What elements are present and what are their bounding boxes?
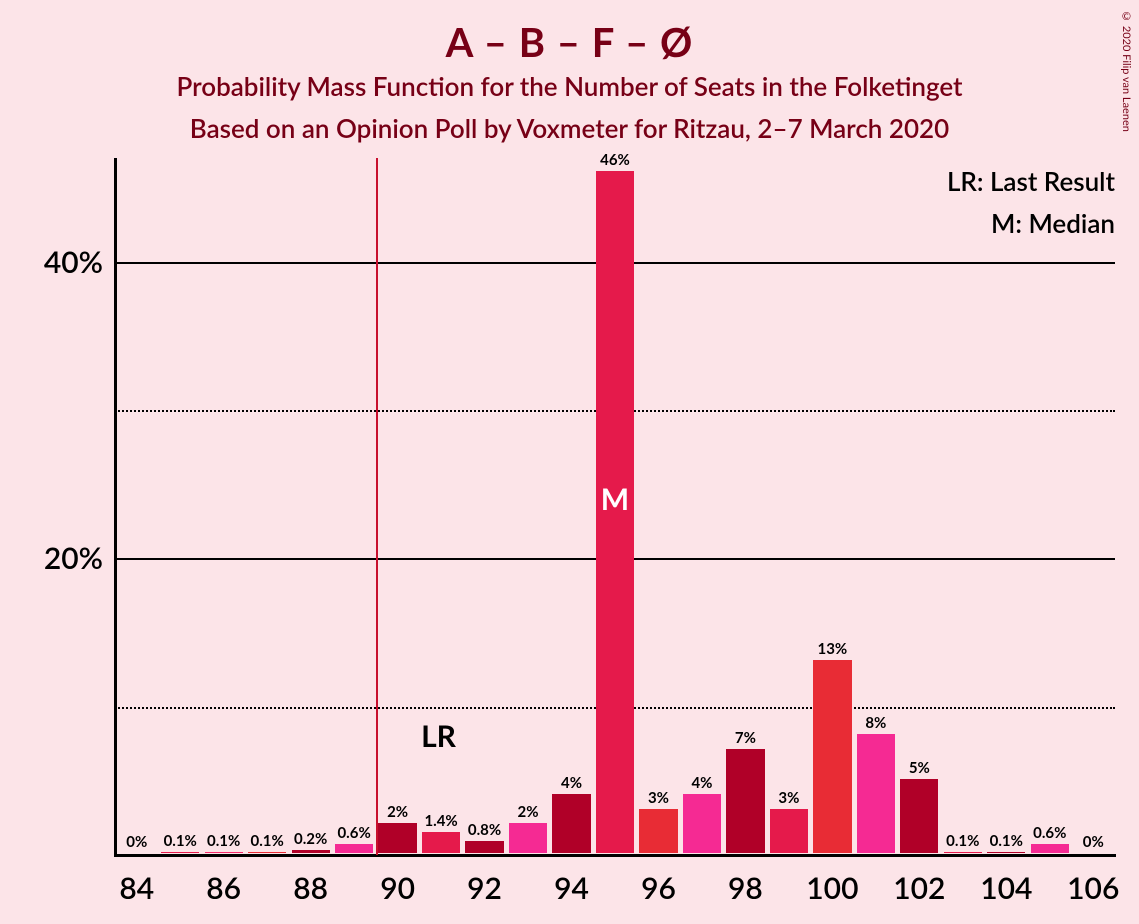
x-tick-label: 90 [368, 873, 428, 903]
pmf-seats-chart: A – B – F – Ø Probability Mass Function … [0, 0, 1139, 924]
bar-value-label: 4% [677, 776, 727, 791]
bar [900, 779, 938, 853]
x-tick-label: 92 [455, 873, 515, 903]
x-tick-label: 88 [281, 873, 341, 903]
bar [726, 749, 764, 853]
bar [683, 794, 721, 853]
bar-value-label: 3% [633, 791, 683, 806]
chart-subtitle-1: Probability Mass Function for the Number… [0, 70, 1139, 102]
bar [813, 660, 851, 853]
bar [378, 823, 416, 853]
x-tick-label: 100 [802, 873, 862, 903]
bar-value-label: 8% [851, 716, 901, 731]
x-tick-label: 94 [542, 873, 602, 903]
bar-value-label: 2% [503, 805, 553, 820]
x-tick-label: 98 [715, 873, 775, 903]
bar [335, 844, 373, 853]
x-tick-label: 102 [889, 873, 949, 903]
bar [1031, 844, 1069, 853]
y-tick-label: 40% [23, 247, 103, 277]
lr-marker-line [376, 158, 378, 855]
y-tick-label: 20% [23, 543, 103, 573]
median-label: M [596, 484, 634, 514]
bar-value-label: 7% [720, 731, 770, 746]
x-tick-label: 84 [107, 873, 167, 903]
x-tick-label: 104 [976, 873, 1036, 903]
x-axis [114, 854, 1116, 857]
bar-value-label: 4% [547, 776, 597, 791]
chart-title: A – B – F – Ø [0, 18, 1139, 66]
copyright-text: © 2020 Filip van Laenen [1120, 10, 1133, 132]
bar [422, 832, 460, 853]
bar [857, 734, 895, 853]
bar-value-label: 0% [1068, 835, 1118, 850]
bar [292, 850, 330, 853]
bar [639, 809, 677, 853]
x-tick-label: 86 [194, 873, 254, 903]
bar-value-label: 0.6% [329, 826, 379, 841]
bar [987, 852, 1025, 853]
lr-label: LR [421, 721, 456, 751]
bar-value-label: 13% [807, 642, 857, 657]
x-tick-label: 106 [1063, 873, 1123, 903]
chart-subtitle-2: Based on an Opinion Poll by Voxmeter for… [0, 112, 1139, 144]
bar [944, 852, 982, 853]
bar [770, 809, 808, 853]
x-tick-label: 96 [628, 873, 688, 903]
plot-area: 20%40%8486889092949698100102104106LR0%0.… [115, 158, 1115, 855]
bar [205, 852, 243, 853]
bar-value-label: 3% [764, 791, 814, 806]
bar [161, 852, 199, 853]
bar-value-label: 46% [590, 153, 640, 168]
bar [248, 852, 286, 853]
bar [509, 823, 547, 853]
bar-value-label: 0.8% [460, 823, 510, 838]
bar [465, 841, 503, 853]
bar [552, 794, 590, 853]
bar-value-label: 5% [894, 761, 944, 776]
